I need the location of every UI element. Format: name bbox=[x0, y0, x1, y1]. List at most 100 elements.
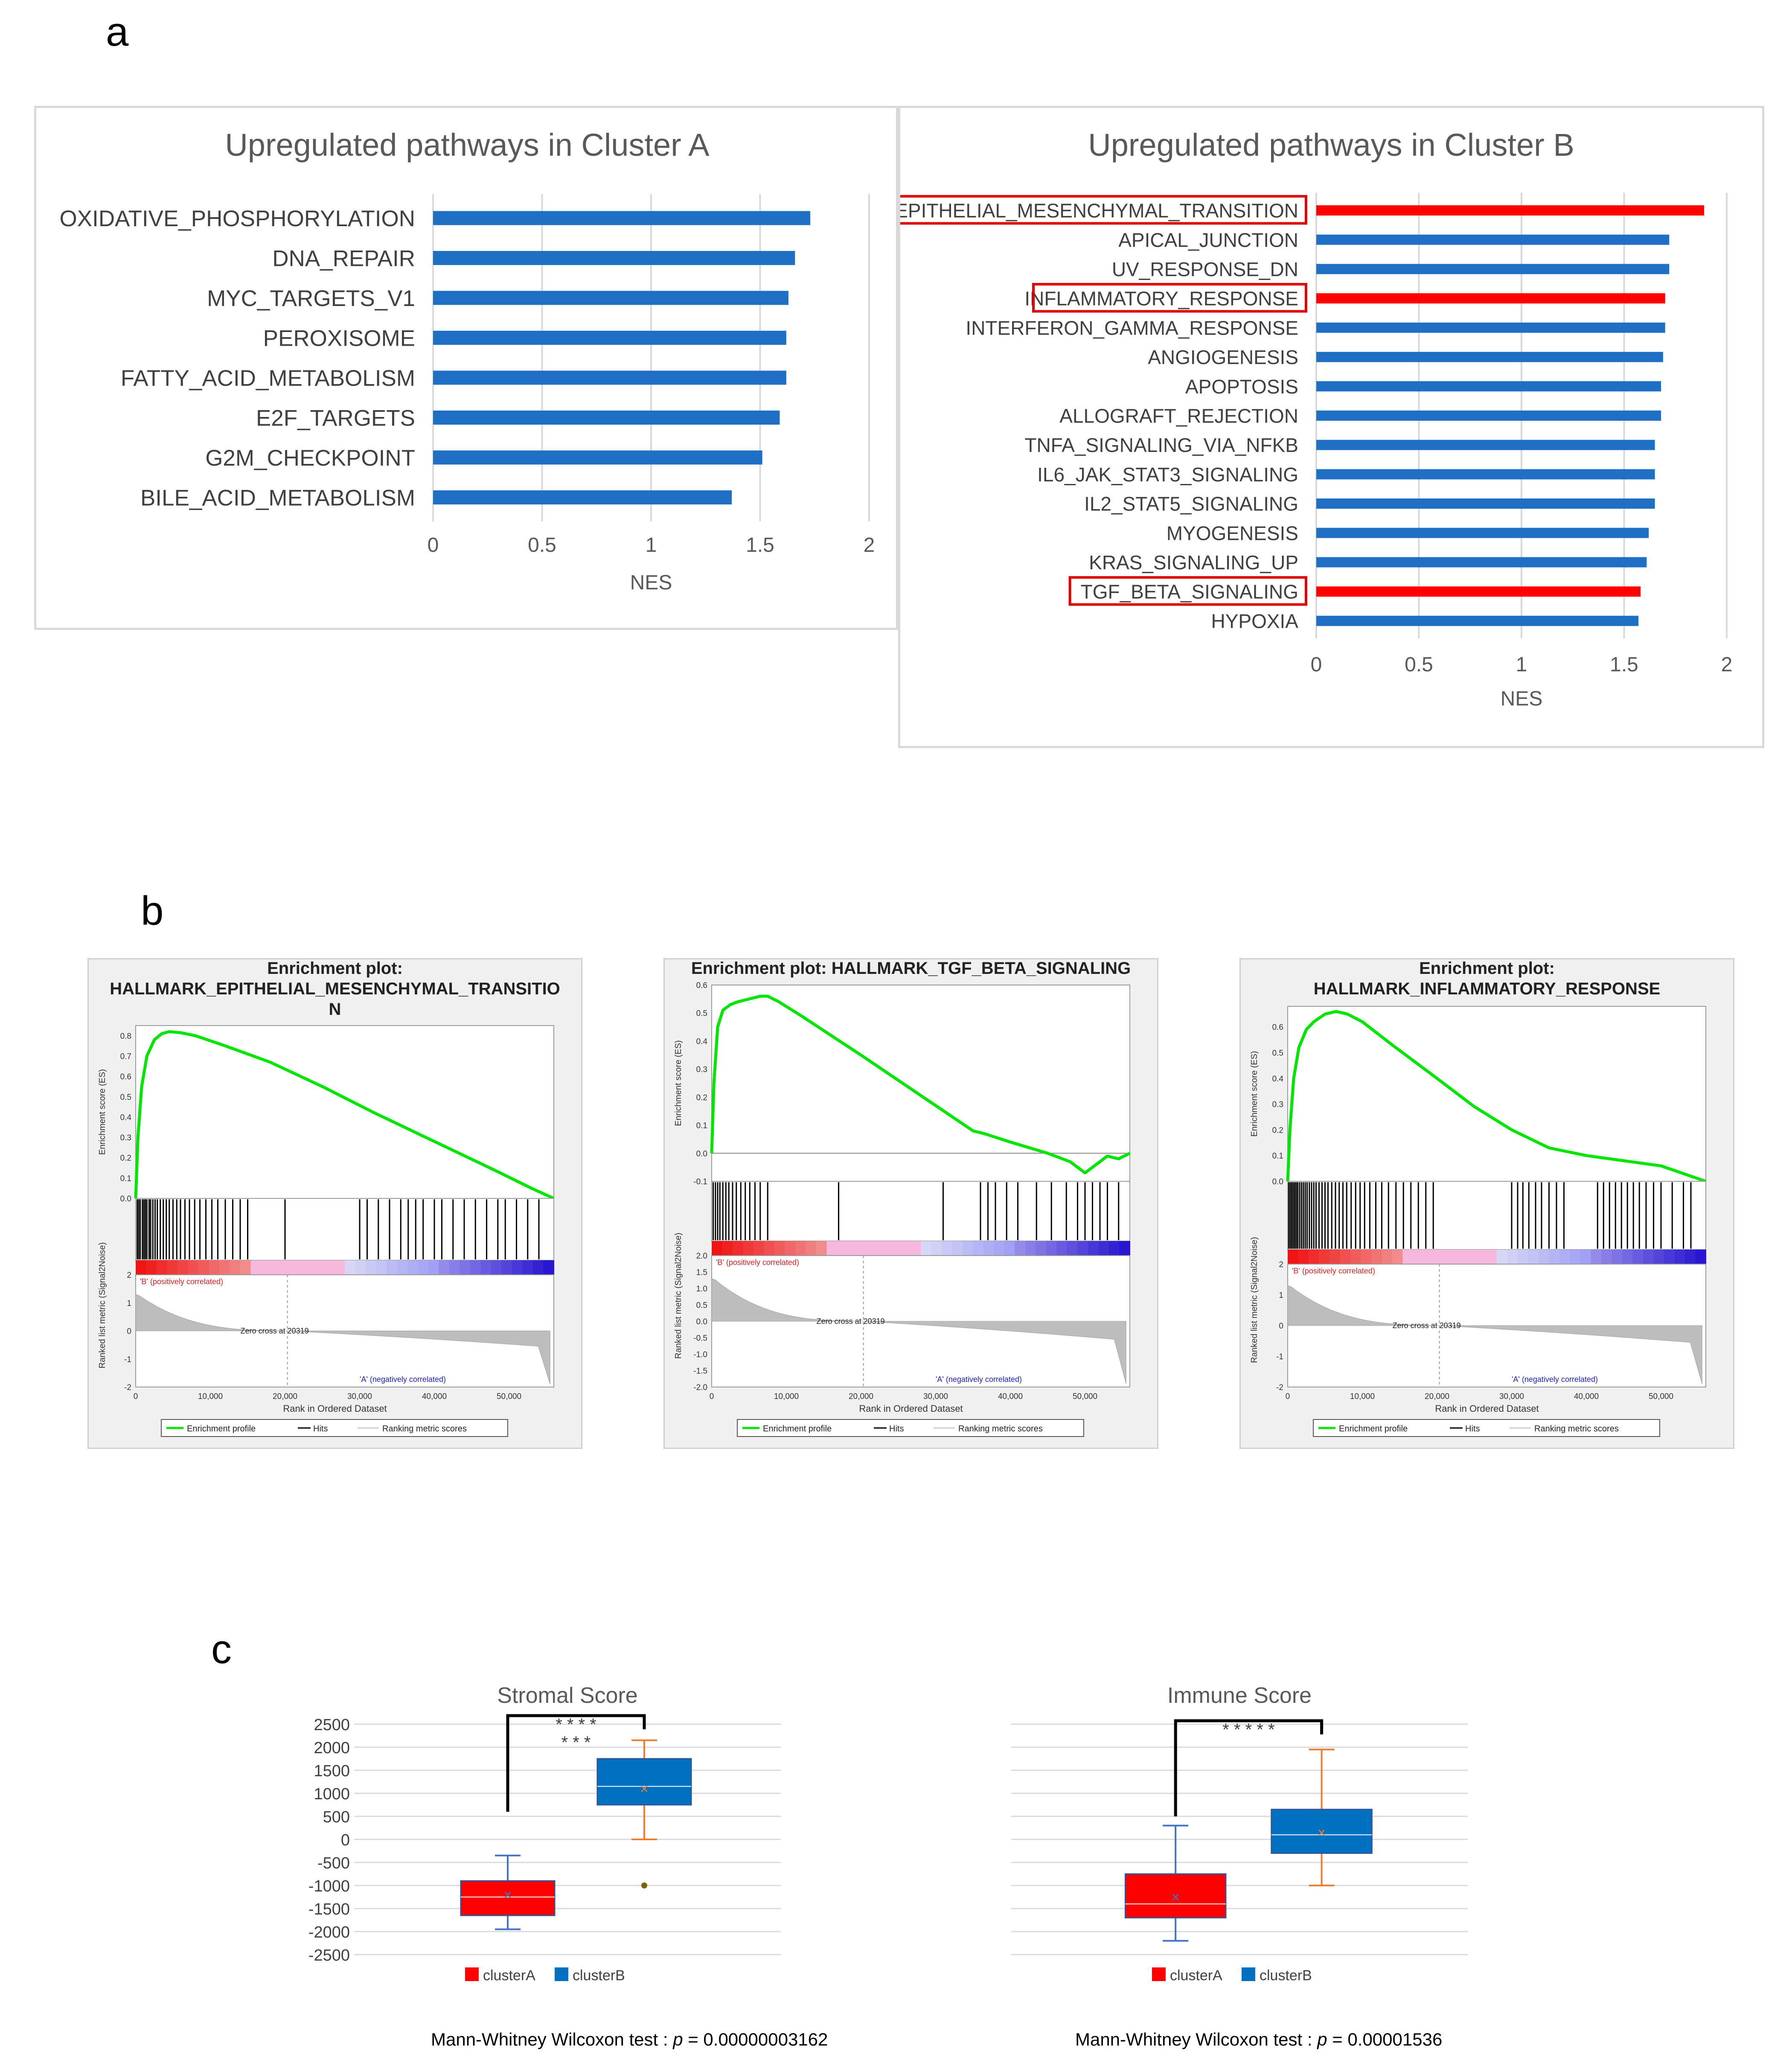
rank-color-segment bbox=[271, 1260, 282, 1275]
rank-color-segment bbox=[826, 1241, 838, 1256]
gsea-inflam-plot: Enrichment plot:HALLMARK_INFLAMMATORY_RE… bbox=[1250, 959, 1707, 1437]
x-tick: 0 bbox=[710, 1392, 714, 1401]
significance-stars: * * * * bbox=[556, 1715, 596, 1734]
rank-y-tick: 1.0 bbox=[696, 1285, 707, 1294]
legend-clusterB: clusterB bbox=[573, 1967, 625, 1984]
es-curve bbox=[710, 994, 1131, 1174]
category-label: UV_RESPONSE_DN bbox=[1112, 258, 1298, 280]
bar-inflammatory-response bbox=[1316, 293, 1665, 304]
immune-box-plot: Immune Score × × * * * * * clusterA clusterB bbox=[1011, 1683, 1468, 1984]
bar-oxidative-phosphorylation bbox=[433, 211, 811, 225]
rank-y-tick: 2 bbox=[127, 1271, 131, 1280]
x-tick-label: 1.5 bbox=[746, 534, 774, 557]
rank-color-segment bbox=[743, 1241, 754, 1256]
x-axis-label: Rank in Ordered Dataset bbox=[283, 1403, 387, 1414]
x-tick: 30,000 bbox=[347, 1392, 372, 1401]
legend-clusterA: clusterA bbox=[483, 1967, 535, 1984]
rank-y-tick: 1 bbox=[1279, 1291, 1283, 1300]
es-panel bbox=[711, 985, 1130, 1182]
chart-title: Upregulated pathways in Cluster A bbox=[225, 127, 710, 163]
x-tick-label: 0 bbox=[1311, 653, 1322, 676]
es-y-tick: 0.3 bbox=[120, 1134, 131, 1142]
rank-color-segment bbox=[1695, 1250, 1706, 1264]
rank-color-segment bbox=[983, 1241, 995, 1256]
rank-color-segment bbox=[712, 1241, 723, 1256]
cluster-a-chart-frame: Upregulated pathways in Cluster A 0 0.5 1 1.… bbox=[34, 106, 898, 630]
rank-color-segment bbox=[889, 1241, 900, 1256]
stromal-test-label: Mann-Whitney Wilcoxon test : bbox=[431, 2029, 668, 2049]
box-title: Stromal Score bbox=[497, 1683, 637, 1708]
rank-y-tick: 2.0 bbox=[696, 1252, 707, 1261]
bar-myogenesis bbox=[1316, 527, 1649, 538]
gsea-emt-frame: Enrichment plot: HALLMARK_EPITHELIAL_MESE… bbox=[87, 958, 582, 1449]
category-label: G2M_CHECKPOINT bbox=[205, 446, 415, 471]
significance-bracket bbox=[1174, 1719, 1324, 1816]
ranked-metric-area bbox=[1287, 1285, 1702, 1384]
rank-color-segment bbox=[764, 1241, 775, 1256]
rank-color-segment bbox=[282, 1260, 293, 1275]
es-y-tick: 0.7 bbox=[120, 1052, 131, 1061]
x-axis-label: Rank in Ordered Dataset bbox=[1435, 1403, 1539, 1414]
rank-color-segment bbox=[345, 1260, 356, 1275]
x-tick-label: 0.5 bbox=[1405, 653, 1433, 676]
rank-color-segment bbox=[1392, 1250, 1403, 1264]
stromal-p-symbol: p bbox=[673, 2029, 683, 2049]
bar-kras-signaling-up bbox=[1316, 557, 1647, 568]
rank-color-segment bbox=[324, 1260, 335, 1275]
es-y-label: Enrichment score (ES) bbox=[1250, 1051, 1259, 1136]
rank-color-segment bbox=[1371, 1250, 1382, 1264]
rank-color-segment bbox=[470, 1260, 481, 1275]
rank-color-segment bbox=[1088, 1241, 1099, 1256]
rank-y-tick: -1 bbox=[1276, 1352, 1283, 1361]
rank-color-segment bbox=[418, 1260, 429, 1275]
y-tick-label: 500 bbox=[323, 1808, 350, 1826]
rank-color-segment bbox=[1046, 1241, 1057, 1256]
es-y-label: Enrichment score (ES) bbox=[674, 1040, 683, 1126]
bar-fatty-acid-metabolism bbox=[433, 370, 786, 385]
x-axis-label: NES bbox=[630, 571, 672, 594]
rank-color-segment bbox=[1465, 1250, 1476, 1264]
x-tick-label: 0 bbox=[428, 534, 439, 557]
es-panel bbox=[1287, 1006, 1706, 1182]
box-clusterA bbox=[460, 1880, 556, 1916]
rank-color-segment bbox=[407, 1260, 419, 1275]
rank-color-segment bbox=[188, 1260, 199, 1275]
rank-color-segment bbox=[261, 1260, 272, 1275]
category-label: FATTY_ACID_METABOLISM bbox=[121, 366, 415, 391]
legend-box bbox=[1313, 1419, 1660, 1437]
rank-color-segment bbox=[785, 1241, 796, 1256]
rank-color-segment bbox=[1685, 1250, 1696, 1264]
stromal-p-value: = 0.00000003162 bbox=[688, 2029, 828, 2049]
x-tick: 0 bbox=[134, 1392, 138, 1401]
rank-color-segment bbox=[1309, 1250, 1320, 1264]
negative-label: 'A' (negatively correlated) bbox=[360, 1375, 446, 1384]
rank-color-segment bbox=[1098, 1241, 1109, 1256]
rank-y-tick: 0.0 bbox=[696, 1317, 707, 1326]
rank-color-segment bbox=[303, 1260, 314, 1275]
rank-color-segment bbox=[1382, 1250, 1393, 1264]
rank-color-segment bbox=[501, 1260, 512, 1275]
rank-y-tick: 2 bbox=[1279, 1260, 1283, 1269]
plot-title: Enrichment plot: HALLMARK_TGF_BETA_SIGNA… bbox=[691, 959, 1131, 978]
bar-hypoxia bbox=[1316, 615, 1639, 626]
panel-label-a: a bbox=[106, 9, 129, 55]
stromal-box-plot: Stromal Score 2500 2000 1500 1000 500 0 -500 -10… bbox=[308, 1683, 781, 1984]
cluster-a-bar-chart: Upregulated pathways in Cluster A 0 0.5 1 1.… bbox=[60, 127, 875, 594]
rank-color-segment bbox=[240, 1260, 251, 1275]
x-tick-label: 2 bbox=[864, 534, 875, 557]
y-tick-label: -1000 bbox=[308, 1877, 350, 1895]
immune-p-value: = 0.00001536 bbox=[1332, 2029, 1443, 2049]
rank-color-segment bbox=[733, 1241, 744, 1256]
x-tick-label: 2 bbox=[1721, 653, 1733, 676]
x-tick: 40,000 bbox=[998, 1392, 1023, 1401]
rank-color-segment bbox=[1004, 1241, 1015, 1256]
rank-color-segment bbox=[837, 1241, 848, 1256]
rank-color-segment bbox=[512, 1260, 523, 1275]
chart-title: Upregulated pathways in Cluster B bbox=[1088, 127, 1574, 163]
legend-clusterB: clusterB bbox=[1260, 1967, 1312, 1984]
es-y-tick: 0.6 bbox=[1272, 1023, 1283, 1032]
rank-y-tick: -1.5 bbox=[693, 1367, 707, 1376]
rank-color-segment bbox=[1015, 1241, 1026, 1256]
category-label: ANGIOGENESIS bbox=[1148, 346, 1298, 368]
category-label: IL6_JAK_STAT3_SIGNALING bbox=[1037, 463, 1298, 486]
